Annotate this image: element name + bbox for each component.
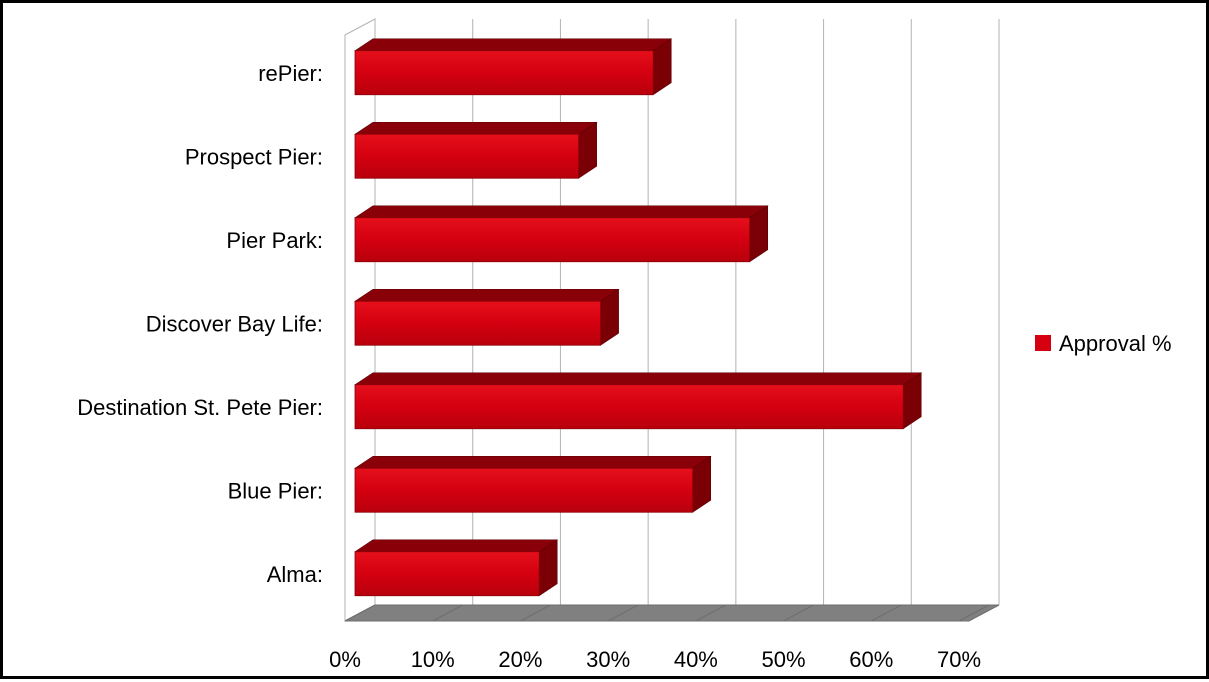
- legend: Approval %: [1035, 331, 1172, 356]
- floor-line: [520, 604, 551, 622]
- bar-top-face: [354, 372, 923, 386]
- floor-plane: [344, 604, 1000, 622]
- bar-top-face: [354, 121, 598, 135]
- floor-line: [871, 604, 902, 622]
- x-tick-label: 10%: [411, 647, 455, 672]
- category-label: Discover Bay Life:: [146, 311, 323, 336]
- category-label: Alma:: [267, 562, 323, 587]
- bar-top-face: [354, 288, 620, 302]
- bars: [354, 38, 923, 597]
- bar-front-face: [354, 384, 904, 430]
- bar-chart: rePier: Prospect Pier: Pier Park: Discover …: [77, 18, 1172, 672]
- x-tick-label: 20%: [498, 647, 542, 672]
- x-tick-label: 60%: [849, 647, 893, 672]
- bar-top-face: [354, 205, 769, 219]
- floor-line: [695, 604, 727, 622]
- legend-label: Approval %: [1059, 331, 1172, 356]
- bar-front-face: [354, 133, 580, 179]
- floor-line: [607, 604, 639, 622]
- bar: [354, 121, 598, 179]
- chart-floor: [344, 604, 1000, 622]
- bar-top-face: [354, 455, 712, 469]
- x-tick-labels: 0% 10% 20% 30% 40% 50% 60% 70%: [329, 647, 981, 672]
- bar: [354, 372, 923, 430]
- category-label: Destination St. Pete Pier:: [77, 395, 323, 420]
- x-tick-label: 30%: [586, 647, 630, 672]
- category-label: Pier Park:: [226, 228, 323, 253]
- category-label: Blue Pier:: [228, 478, 323, 503]
- bar: [354, 539, 559, 597]
- category-label: Prospect Pier:: [185, 144, 323, 169]
- bar: [354, 38, 673, 96]
- floor-line: [783, 604, 814, 622]
- x-tick-label: 50%: [762, 647, 806, 672]
- bar: [354, 205, 769, 263]
- x-tick-label: 70%: [937, 647, 981, 672]
- bar: [354, 288, 620, 346]
- bar-front-face: [354, 50, 654, 96]
- floor-line: [958, 604, 990, 622]
- legend-swatch: [1035, 335, 1051, 351]
- bar-front-face: [354, 467, 694, 513]
- category-labels: rePier: Prospect Pier: Pier Park: Discover …: [77, 61, 323, 587]
- x-tick-label: 0%: [329, 647, 361, 672]
- floor-line: [432, 604, 463, 622]
- bar-top-face: [354, 38, 673, 52]
- bar-front-face: [354, 300, 602, 346]
- bar-front-face: [354, 551, 540, 597]
- floor-line: [344, 604, 376, 622]
- x-tick-label: 40%: [674, 647, 718, 672]
- bar-front-face: [354, 217, 751, 263]
- category-label: rePier:: [258, 61, 323, 86]
- bar-top-face: [354, 539, 559, 553]
- bar: [354, 455, 712, 513]
